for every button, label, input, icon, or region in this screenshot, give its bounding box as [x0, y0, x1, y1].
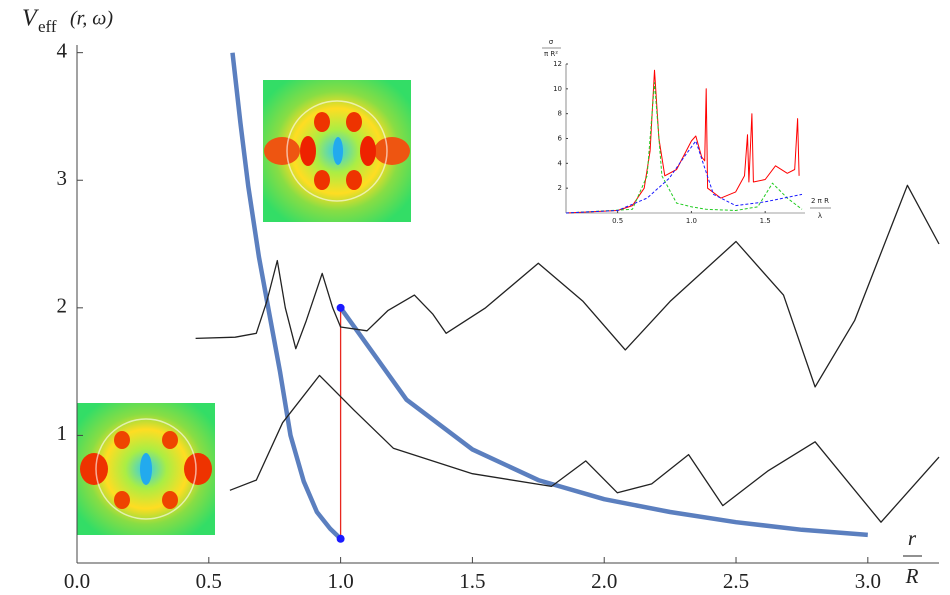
main-y-label: V eff (r, ω) [22, 6, 113, 36]
x-tick-label: 2.5 [723, 569, 749, 593]
heatmap-bottom [77, 403, 215, 535]
inset-y-label-denominator: π R² [544, 50, 558, 58]
y-tick-label: 2 [57, 294, 68, 318]
line [338, 306, 868, 538]
y-tick-label: 8 [558, 110, 562, 118]
x-tick-label: 1.5 [459, 569, 485, 593]
y-tick-label: 2 [558, 184, 562, 192]
y-tick-label: 12 [553, 60, 562, 68]
x-tick-label: 0.5 [196, 569, 222, 593]
inset-y-label-numerator: σ [549, 38, 554, 46]
x-tick-label: 3.0 [855, 569, 881, 593]
main-x-label: r R [903, 526, 922, 588]
x-label-denominator: R [905, 564, 919, 588]
point [336, 534, 345, 543]
line [565, 82, 803, 214]
y-tick-label: 6 [558, 135, 563, 143]
x-tick-label: 1.0 [686, 217, 697, 225]
y-label-symbol: V [22, 6, 39, 32]
x-tick-label: 0.0 [64, 569, 90, 593]
line [565, 140, 803, 214]
y-label-args: (r, ω) [70, 8, 113, 30]
point [336, 303, 345, 312]
x-label-numerator: r [908, 526, 917, 550]
y-tick-label: 4 [57, 38, 68, 62]
line [565, 69, 800, 214]
y-tick-label: 3 [57, 166, 68, 190]
line [229, 374, 940, 523]
heatmap-top [263, 80, 411, 222]
line [230, 52, 343, 541]
y-label-subscript: eff [38, 17, 57, 36]
y-tick-label: 1 [57, 421, 68, 445]
x-tick-label: 1.0 [327, 569, 353, 593]
x-tick-label: 2.0 [591, 569, 617, 593]
inset-y-label: σ π R² [542, 38, 561, 58]
inset-x-label-numerator: 2 π R [811, 197, 829, 205]
y-tick-label: 10 [553, 85, 562, 93]
line [195, 184, 940, 388]
y-tick-label: 4 [558, 159, 563, 167]
x-tick-label: 1.5 [760, 217, 771, 225]
x-tick-label: 0.5 [612, 217, 623, 225]
inset-x-label: 2 π R λ [810, 197, 831, 220]
inset-x-label-denominator: λ [818, 212, 822, 220]
